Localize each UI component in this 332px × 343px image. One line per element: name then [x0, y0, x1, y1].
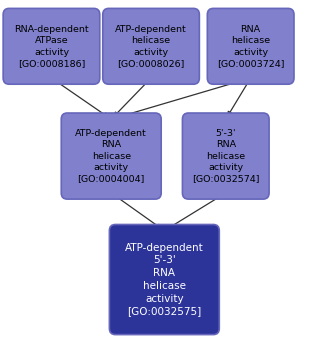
- FancyBboxPatch shape: [207, 9, 294, 84]
- Text: RNA
helicase
activity
[GO:0003724]: RNA helicase activity [GO:0003724]: [217, 25, 285, 68]
- FancyBboxPatch shape: [103, 9, 199, 84]
- FancyBboxPatch shape: [110, 225, 219, 335]
- Text: ATP-dependent
RNA
helicase
activity
[GO:0004004]: ATP-dependent RNA helicase activity [GO:…: [75, 129, 147, 184]
- FancyBboxPatch shape: [3, 9, 100, 84]
- Text: ATP-dependent
5'-3'
RNA
helicase
activity
[GO:0032575]: ATP-dependent 5'-3' RNA helicase activit…: [125, 243, 204, 317]
- Text: RNA-dependent
ATPase
activity
[GO:0008186]: RNA-dependent ATPase activity [GO:000818…: [14, 25, 89, 68]
- Text: ATP-dependent
helicase
activity
[GO:0008026]: ATP-dependent helicase activity [GO:0008…: [115, 25, 187, 68]
- Text: 5'-3'
RNA
helicase
activity
[GO:0032574]: 5'-3' RNA helicase activity [GO:0032574]: [192, 129, 260, 184]
- FancyBboxPatch shape: [183, 113, 269, 199]
- FancyBboxPatch shape: [61, 113, 161, 199]
